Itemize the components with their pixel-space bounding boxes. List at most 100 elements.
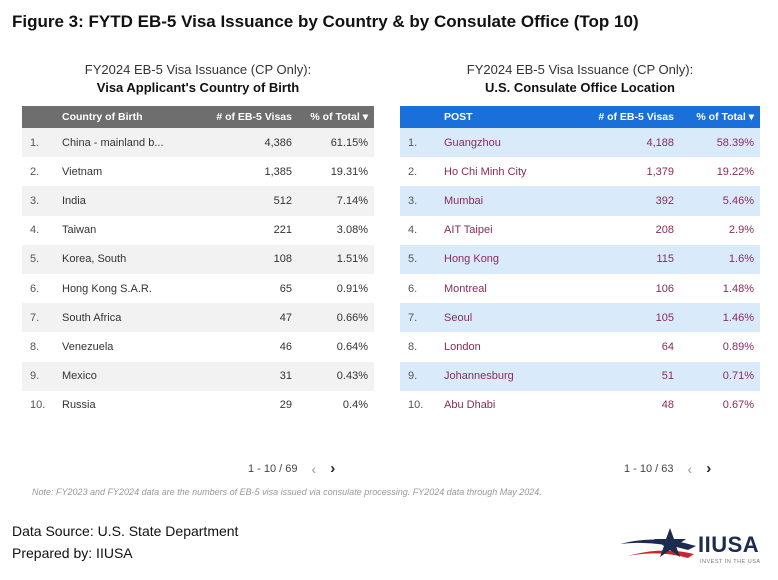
row-country: South Africa — [58, 303, 202, 333]
table-row[interactable]: 10. Russia 29 0.4% — [22, 390, 374, 420]
row-visas: 115 — [570, 244, 680, 274]
row-post: Abu Dhabi — [440, 390, 570, 420]
row-percent: 0.43% — [298, 361, 374, 391]
table-row[interactable]: 10. Abu Dhabi 48 0.67% — [400, 390, 760, 420]
table-row[interactable]: 1. China - mainland b... 4,386 61.15% — [22, 128, 374, 158]
table-row[interactable]: 2. Vietnam 1,385 19.31% — [22, 157, 374, 187]
header-country[interactable]: Country of Birth — [58, 106, 202, 128]
row-post: Johannesburg — [440, 361, 570, 391]
row-visas: 392 — [570, 186, 680, 216]
row-percent: 0.66% — [298, 303, 374, 333]
table-row[interactable]: 3. Mumbai 392 5.46% — [400, 186, 760, 216]
row-index: 1. — [400, 128, 440, 158]
row-percent: 0.64% — [298, 332, 374, 362]
header-visas[interactable]: # of EB-5 Visas — [202, 106, 298, 128]
table-row[interactable]: 4. AIT Taipei 208 2.9% — [400, 215, 760, 245]
star-swoosh-logo-icon — [620, 528, 696, 558]
row-country: Russia — [58, 390, 202, 420]
right-page-range: 1 - 10 / 63 — [624, 462, 674, 475]
header-index — [400, 106, 440, 128]
header-post[interactable]: POST — [440, 106, 570, 128]
row-country: Vietnam — [58, 157, 202, 187]
row-visas: 31 — [202, 361, 298, 391]
row-visas: 48 — [570, 390, 680, 420]
row-index: 10. — [22, 390, 58, 420]
table-row[interactable]: 6. Hong Kong S.A.R. 65 0.91% — [22, 273, 374, 304]
row-percent: 19.22% — [680, 157, 760, 187]
row-percent: 1.48% — [680, 273, 760, 304]
row-index: 8. — [22, 332, 58, 362]
table-row[interactable]: 3. India 512 7.14% — [22, 186, 374, 216]
row-index: 10. — [400, 390, 440, 420]
row-percent: 2.9% — [680, 215, 760, 245]
table-row[interactable]: 4. Taiwan 221 3.08% — [22, 215, 374, 245]
right-next-page-icon[interactable]: › — [706, 460, 712, 477]
row-visas: 1,385 — [202, 157, 298, 187]
row-visas: 51 — [570, 361, 680, 391]
table-row[interactable]: 5. Hong Kong 115 1.6% — [400, 244, 760, 274]
row-post: Guangzhou — [440, 128, 570, 158]
table-row[interactable]: 7. Seoul 105 1.46% — [400, 303, 760, 333]
row-index: 4. — [400, 215, 440, 245]
logo-wordmark: IIUSA — [698, 532, 760, 557]
row-post: Ho Chi Minh City — [440, 157, 570, 187]
left-subtitle: FY2024 EB-5 Visa Issuance (CP Only): — [84, 62, 312, 77]
row-index: 7. — [22, 303, 58, 333]
right-pagination: 1 - 10 / 63 ‹ › — [624, 460, 711, 477]
right-table-title: U.S. Consulate Office Location — [485, 80, 675, 95]
row-index: 6. — [400, 273, 440, 304]
row-country: Korea, South — [58, 244, 202, 274]
right-subtitle: FY2024 EB-5 Visa Issuance (CP Only): — [466, 62, 694, 77]
row-percent: 5.46% — [680, 186, 760, 216]
prepared-by: Prepared by: IIUSA — [12, 545, 133, 561]
row-percent: 1.51% — [298, 244, 374, 274]
consulate-office-table: POST # of EB-5 Visas % of Total ▾ 1. Guan… — [400, 106, 760, 420]
left-next-page-icon[interactable]: › — [330, 460, 336, 477]
table-row[interactable]: 8. London 64 0.89% — [400, 332, 760, 362]
left-pagination: 1 - 10 / 69 ‹ › — [248, 460, 335, 477]
left-page-range: 1 - 10 / 69 — [248, 462, 298, 475]
row-visas: 106 — [570, 273, 680, 304]
row-index: 6. — [22, 273, 58, 304]
row-index: 4. — [22, 215, 58, 245]
row-country: Venezuela — [58, 332, 202, 362]
row-index: 8. — [400, 332, 440, 362]
row-visas: 108 — [202, 244, 298, 274]
row-visas: 65 — [202, 273, 298, 304]
row-post: Montreal — [440, 273, 570, 304]
row-percent: 7.14% — [298, 186, 374, 216]
table-row[interactable]: 9. Johannesburg 51 0.71% — [400, 361, 760, 391]
data-note: Note: FY2023 and FY2024 data are the num… — [32, 487, 542, 497]
table-row[interactable]: 7. South Africa 47 0.66% — [22, 303, 374, 333]
consulate-office-panel: FY2024 EB-5 Visa Issuance (CP Only): U.S… — [400, 62, 760, 477]
row-index: 7. — [400, 303, 440, 333]
table-row[interactable]: 1. Guangzhou 4,188 58.39% — [400, 128, 760, 158]
table-row[interactable]: 2. Ho Chi Minh City 1,379 19.22% — [400, 157, 760, 187]
table-row[interactable]: 9. Mexico 31 0.43% — [22, 361, 374, 391]
row-visas: 4,188 — [570, 128, 680, 158]
row-country: Mexico — [58, 361, 202, 391]
table-header-row: POST # of EB-5 Visas % of Total ▾ — [400, 106, 760, 128]
row-percent: 1.46% — [680, 303, 760, 333]
header-index — [22, 106, 58, 128]
row-visas: 47 — [202, 303, 298, 333]
table-row[interactable]: 8. Venezuela 46 0.64% — [22, 332, 374, 362]
header-visas[interactable]: # of EB-5 Visas — [570, 106, 680, 128]
row-index: 2. — [400, 157, 440, 187]
row-index: 2. — [22, 157, 58, 187]
right-prev-page-icon[interactable]: ‹ — [687, 460, 693, 477]
figure-title: Figure 3: FYTD EB-5 Visa Issuance by Cou… — [12, 12, 639, 31]
left-prev-page-icon[interactable]: ‹ — [311, 460, 317, 477]
data-source: Data Source: U.S. State Department — [12, 523, 239, 539]
row-visas: 105 — [570, 303, 680, 333]
row-index: 9. — [400, 361, 440, 391]
table-row[interactable]: 6. Montreal 106 1.48% — [400, 273, 760, 304]
table-row[interactable]: 5. Korea, South 108 1.51% — [22, 244, 374, 274]
row-post: London — [440, 332, 570, 362]
row-visas: 1,379 — [570, 157, 680, 187]
country-of-birth-panel: FY2024 EB-5 Visa Issuance (CP Only): Vis… — [22, 62, 374, 477]
header-percent-sort[interactable]: % of Total ▾ — [298, 106, 374, 128]
row-percent: 0.91% — [298, 273, 374, 304]
table-header-row: Country of Birth # of EB-5 Visas % of To… — [22, 106, 374, 128]
header-percent-sort[interactable]: % of Total ▾ — [680, 106, 760, 128]
